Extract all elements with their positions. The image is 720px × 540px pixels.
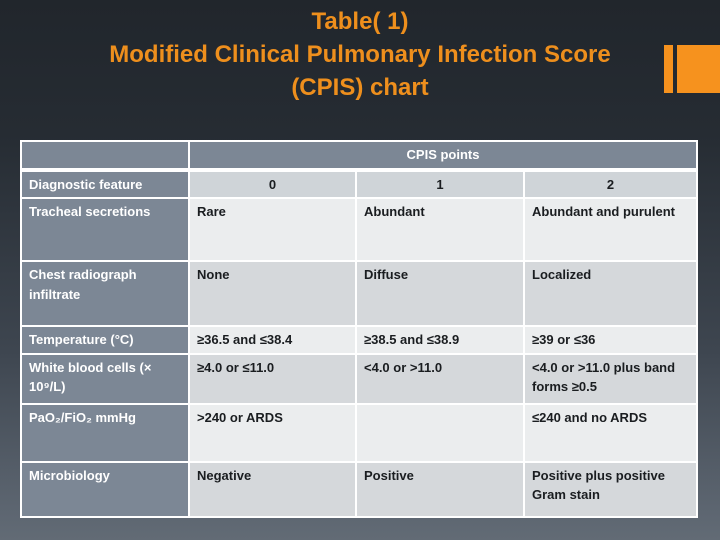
score-column-1: 1 (355, 168, 525, 199)
feature-cell: PaO₂/FiO₂ mmHg (20, 402, 190, 463)
score-column-0: 0 (188, 168, 357, 199)
feature-header-cell: Diagnostic feature (20, 168, 190, 199)
score-2-cell: Localized (522, 260, 699, 327)
title-line-3: (CPIS) chart (291, 74, 429, 101)
score-0-cell: ≥4.0 or ≤11.0 (188, 352, 357, 405)
corner-cell (20, 140, 190, 172)
feature-cell: Temperature (°C) (20, 325, 190, 355)
score-1-cell: <4.0 or >11.0 (355, 352, 525, 405)
table-row-tracheal-secretions: Tracheal secretions Rare Abundant Abunda… (20, 197, 699, 262)
accent-block (677, 45, 720, 93)
score-1-cell: Diffuse (355, 260, 525, 327)
slide-title: Table( 1) Modified Clinical Pulmonary In… (0, 5, 720, 104)
score-1-cell (355, 402, 525, 463)
table-row-microbiology: Microbiology Negative Positive Positive … (20, 460, 699, 518)
score-1-cell: Abundant (355, 197, 525, 262)
score-2-cell: ≥39 or ≤36 (522, 325, 699, 355)
score-2-cell: ≤240 and no ARDS (522, 402, 699, 463)
title-line-2: Modified Clinical Pulmonary Infection Sc… (109, 41, 611, 68)
score-column-2: 2 (522, 168, 699, 199)
table-row-temperature: Temperature (°C) ≥36.5 and ≤38.4 ≥38.5 a… (20, 325, 699, 355)
table-row-white-blood-cells: White blood cells (× 10⁹/L) ≥4.0 or ≤11.… (20, 352, 699, 405)
table-row-pao2-fio2: PaO₂/FiO₂ mmHg >240 or ARDS ≤240 and no … (20, 402, 699, 463)
cpis-table: CPIS points Diagnostic feature 0 1 2 Tra… (20, 140, 699, 518)
score-0-cell: None (188, 260, 357, 327)
title-line-1: Table( 1) (311, 8, 409, 35)
points-header-cell: CPIS points (187, 140, 699, 172)
score-0-cell: ≥36.5 and ≤38.4 (188, 325, 357, 355)
score-0-cell: Negative (188, 460, 357, 518)
score-2-cell: Abundant and purulent (522, 197, 699, 262)
score-0-cell: >240 or ARDS (188, 402, 357, 463)
points-header-row: CPIS points (20, 140, 699, 172)
column-header-row: Diagnostic feature 0 1 2 (20, 168, 699, 199)
score-1-cell: ≥38.5 and ≤38.9 (355, 325, 525, 355)
feature-cell: Chest radiograph infiltrate (20, 260, 190, 327)
feature-cell: White blood cells (× 10⁹/L) (20, 352, 190, 405)
score-1-cell: Positive (355, 460, 525, 518)
score-2-cell: <4.0 or >11.0 plus band forms ≥0.5 (522, 352, 699, 405)
score-0-cell: Rare (188, 197, 357, 262)
score-2-cell: Positive plus positive Gram stain (522, 460, 699, 518)
feature-cell: Microbiology (20, 460, 190, 518)
feature-cell: Tracheal secretions (20, 197, 190, 262)
accent-bar (664, 45, 673, 93)
table-row-chest-radiograph: Chest radiograph infiltrate None Diffuse… (20, 260, 699, 327)
